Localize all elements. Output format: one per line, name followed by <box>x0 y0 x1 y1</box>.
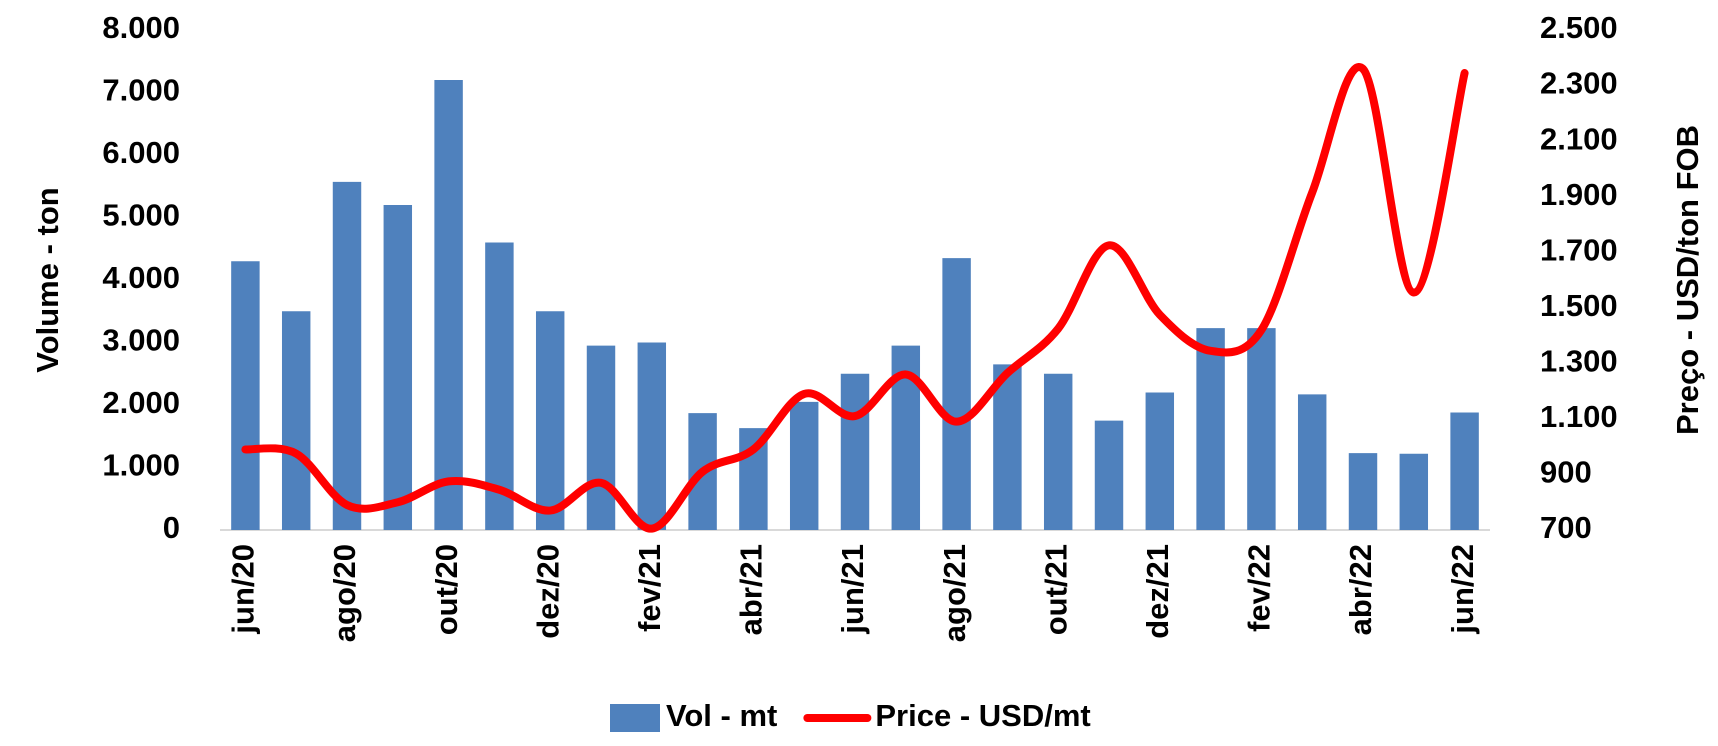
x-tick-label: out/20 <box>429 544 464 635</box>
y-tick-label: 4.000 <box>102 260 180 295</box>
legend-item: Vol - mt <box>610 698 777 733</box>
x-tick-label: jun/22 <box>1445 544 1480 635</box>
bar <box>281 311 311 530</box>
bar <box>993 364 1022 530</box>
legend-label: Price - USD/mt <box>875 698 1090 733</box>
x-tick-label: dez/21 <box>1140 544 1175 639</box>
x-tick-label: ago/21 <box>937 544 972 642</box>
y-tick-label: 7.000 <box>102 73 180 108</box>
y2-tick-label: 1.700 <box>1540 232 1618 267</box>
legend-label: Vol - mt <box>666 698 777 733</box>
y-axis-title: Volume - ton <box>30 187 65 372</box>
bar <box>1196 328 1225 530</box>
y-tick-label: 8.000 <box>102 10 180 45</box>
y-tick-label: 0 <box>163 510 180 545</box>
bar <box>332 181 362 530</box>
bar <box>637 342 667 530</box>
x-tick-label: abr/21 <box>734 544 769 635</box>
bar <box>383 205 413 530</box>
y2-tick-label: 2.300 <box>1540 66 1618 101</box>
y-tick-label: 5.000 <box>102 198 180 233</box>
y-tick-label: 3.000 <box>102 323 180 358</box>
bar <box>1348 453 1378 530</box>
y2-tick-label: 700 <box>1540 510 1592 545</box>
y2-tick-label: 2.500 <box>1540 10 1618 45</box>
bar <box>1247 328 1276 530</box>
legend-swatch <box>610 704 660 732</box>
y2-tick-label: 1.500 <box>1540 288 1618 323</box>
bar <box>1145 392 1175 530</box>
x-tick-label: fev/22 <box>1242 544 1277 632</box>
bar <box>942 258 971 530</box>
bar <box>535 311 565 530</box>
x-tick-label: fev/21 <box>632 544 667 632</box>
y-tick-label: 1.000 <box>102 448 180 483</box>
x-tick-label: abr/22 <box>1343 544 1378 635</box>
bar <box>1094 420 1124 530</box>
y2-tick-label: 900 <box>1540 455 1592 490</box>
x-tick-label: dez/20 <box>530 544 565 639</box>
price-line <box>241 62 1469 533</box>
bar <box>1399 453 1429 530</box>
y2-tick-label: 1.100 <box>1540 399 1618 434</box>
x-tick-label: ago/20 <box>327 544 362 642</box>
x-tick-label: out/21 <box>1038 544 1073 635</box>
bar <box>1297 394 1327 530</box>
y-tick-label: 6.000 <box>102 135 180 170</box>
bar <box>789 401 819 530</box>
bar <box>840 373 870 530</box>
y2-tick-label: 1.900 <box>1540 177 1618 212</box>
bar <box>1450 412 1479 530</box>
y-tick-label: 2.000 <box>102 385 180 420</box>
bar <box>434 80 463 530</box>
legend-item: Price - USD/mt <box>803 698 1091 733</box>
bar <box>1043 373 1073 530</box>
bar <box>485 242 514 530</box>
x-tick-label: jun/21 <box>835 544 870 635</box>
bar <box>231 261 260 530</box>
x-tick-label: jun/20 <box>226 544 261 635</box>
bar <box>586 345 616 530</box>
y2-tick-label: 1.300 <box>1540 344 1618 379</box>
y2-tick-label: 2.100 <box>1540 121 1618 156</box>
y2-axis-title: Preço - USD/ton FOB <box>1670 125 1705 435</box>
